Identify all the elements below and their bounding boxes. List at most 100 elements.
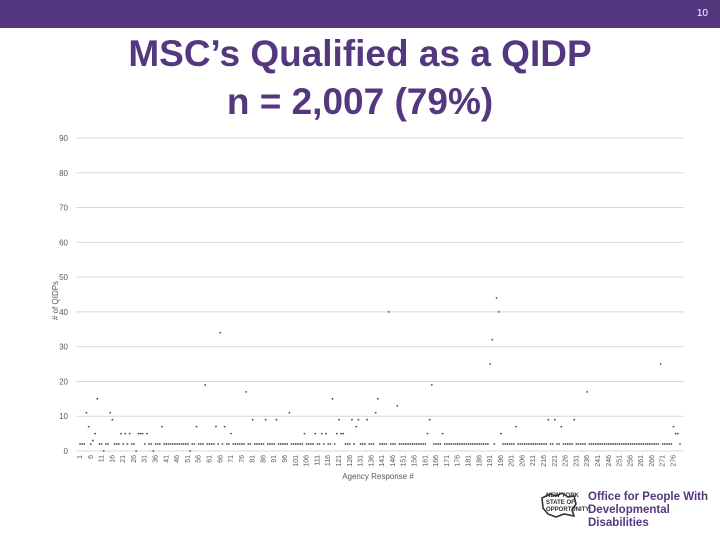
data-point	[581, 443, 584, 445]
data-point	[536, 443, 539, 445]
y-tick-label: 80	[59, 169, 68, 178]
data-point	[545, 443, 548, 445]
data-point	[342, 432, 345, 435]
x-tick-label: 221	[552, 455, 559, 467]
data-point	[174, 443, 176, 445]
data-point	[402, 443, 405, 445]
x-tick-label: 211	[530, 455, 537, 466]
data-point	[661, 443, 664, 445]
title-line-2: n = 2,007 (79%)	[226, 81, 494, 122]
data-point	[642, 443, 645, 445]
data-point	[325, 432, 327, 435]
data-point	[340, 432, 343, 435]
data-point	[372, 443, 375, 445]
data-point	[657, 443, 660, 445]
data-point	[260, 443, 263, 445]
data-point	[392, 443, 394, 445]
data-point	[199, 443, 202, 445]
data-point	[167, 443, 170, 445]
data-point	[407, 443, 409, 445]
data-point	[370, 443, 373, 445]
data-point	[547, 418, 550, 421]
data-point	[670, 443, 673, 445]
x-tick-label: 26	[131, 455, 138, 463]
data-point	[363, 443, 366, 445]
data-point	[243, 443, 245, 445]
data-point	[469, 443, 472, 445]
data-point	[184, 443, 187, 445]
data-point	[663, 443, 666, 445]
data-point	[219, 331, 222, 334]
agency-name-line-2: Developmental Disabilities	[588, 504, 670, 529]
data-point	[428, 418, 431, 421]
data-point	[588, 443, 591, 445]
data-point	[314, 432, 317, 435]
data-point	[512, 443, 515, 445]
data-point	[130, 443, 133, 445]
data-point	[448, 443, 450, 445]
data-point	[532, 443, 535, 445]
data-point	[564, 443, 567, 445]
data-point	[506, 443, 509, 445]
data-point	[204, 384, 207, 386]
data-point	[307, 443, 310, 445]
data-point	[420, 443, 422, 445]
data-point	[668, 443, 671, 445]
data-point	[620, 443, 623, 445]
x-tick-label: 216	[541, 455, 548, 467]
data-point	[571, 443, 573, 445]
x-tick-label: 256	[627, 455, 634, 467]
data-point	[189, 450, 191, 452]
data-point	[584, 443, 586, 445]
y-tick-label: 10	[59, 412, 68, 421]
x-tick-label: 116	[325, 455, 332, 466]
data-point	[560, 425, 563, 428]
data-point	[327, 443, 330, 445]
data-point	[592, 443, 595, 445]
slide-title: MSC’s Qualified as a QIDP n = 2,007 (79%…	[60, 30, 660, 126]
x-tick-label: 16	[109, 455, 116, 463]
data-point	[471, 443, 474, 445]
data-point	[573, 418, 576, 421]
data-point	[180, 443, 183, 445]
data-point	[187, 443, 189, 445]
data-point	[387, 310, 390, 313]
x-tick-label: 251	[617, 455, 624, 467]
data-point	[517, 443, 520, 445]
x-tick-label: 1	[77, 455, 84, 459]
data-point	[165, 443, 168, 445]
data-point	[577, 443, 580, 445]
x-tick-label: 131	[358, 455, 365, 467]
x-tick-label: 6	[88, 455, 95, 459]
x-tick-label: 91	[271, 455, 278, 463]
data-point	[525, 443, 528, 445]
data-point	[212, 443, 215, 445]
data-point	[81, 443, 84, 445]
x-tick-label: 56	[196, 455, 203, 463]
data-point	[333, 443, 336, 445]
data-point	[361, 443, 364, 445]
new-york-seal-icon	[541, 492, 577, 518]
data-point	[411, 443, 414, 445]
agency-name: Office for People With Developmental Dis…	[588, 491, 720, 530]
seal-text: NEW YORK STATE OF OPPORTUNITY	[546, 493, 590, 513]
x-tick-label: 126	[347, 455, 354, 467]
data-point	[245, 390, 248, 393]
data-point	[223, 425, 226, 428]
x-tick-label: 121	[336, 455, 343, 467]
data-point	[176, 443, 179, 445]
data-point	[98, 443, 101, 445]
data-point	[107, 443, 109, 445]
data-point	[495, 297, 498, 299]
data-point	[540, 443, 543, 445]
x-tick-label: 111	[314, 455, 321, 466]
data-point	[651, 443, 653, 445]
data-point	[351, 418, 353, 421]
data-point	[484, 443, 487, 445]
data-point	[335, 432, 338, 435]
data-point	[266, 443, 269, 445]
data-point	[441, 432, 444, 435]
data-point	[631, 443, 634, 445]
data-point	[409, 443, 412, 445]
data-point	[549, 443, 552, 445]
